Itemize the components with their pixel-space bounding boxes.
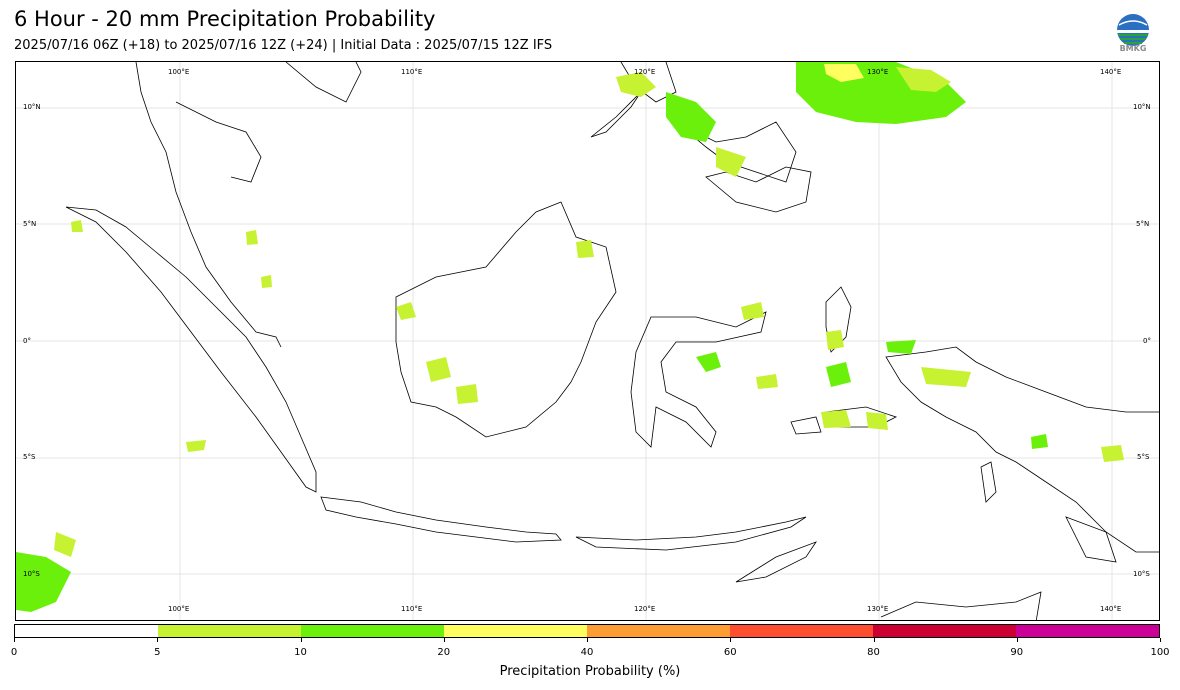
lon-label-130e-bottom: 130°E — [867, 605, 889, 613]
coast-indochina — [135, 62, 282, 348]
coast-sumatra — [65, 206, 317, 493]
precip-patch-papua-far-east — [1101, 445, 1124, 462]
precip-patch-borneo-south — [456, 384, 478, 404]
lat-label-5s-right: 5°S — [1137, 453, 1150, 461]
map-subtitle: 2025/07/16 06Z (+18) to 2025/07/16 12Z (… — [14, 38, 553, 53]
coast-australia — [880, 591, 1042, 620]
precip-patch-malaya — [246, 230, 258, 245]
colorbar-segment-6 — [873, 625, 1016, 637]
colorbar-tick-label-3: 20 — [437, 647, 451, 658]
coast-thailand-gulf — [175, 101, 262, 183]
colorbar-tickmark-4 — [587, 638, 588, 642]
coast-buru — [790, 416, 822, 435]
lon-label-100e-bottom: 100°E — [168, 605, 190, 613]
coast-png-south — [1065, 516, 1117, 563]
precip-patch-celebes-sea — [741, 302, 764, 320]
colorbar-segment-0 — [15, 625, 158, 637]
colorbar-segment-7 — [1016, 625, 1159, 637]
colorbar-tickmark-0 — [14, 638, 15, 642]
colorbar-tick-label-7: 90 — [1010, 647, 1024, 658]
colorbar-tickmark-6 — [873, 638, 875, 642]
lon-label-120e-bottom: 120°E — [634, 605, 656, 613]
colorbar-tick-label-8: 100 — [1150, 647, 1170, 658]
precip-patch-papua-bay — [921, 367, 971, 387]
coast-timor — [735, 541, 818, 583]
precip-patch-bintan — [186, 440, 206, 452]
colorbar-tick-label-1: 5 — [154, 647, 161, 658]
coast-new-guinea — [885, 346, 1159, 553]
precip-patch-papua-south — [1031, 434, 1048, 449]
precip-patch-papua-west — [886, 340, 916, 354]
precipitation-map: 100°E 110°E 120°E 130°E 140°E 100°E 110°… — [15, 61, 1160, 621]
graticule — [16, 62, 1159, 620]
precip-areas — [16, 62, 1124, 612]
precip-patch-seram — [821, 410, 851, 428]
coast-mindanao — [705, 166, 812, 213]
precip-patch-borneo-center — [426, 357, 451, 382]
coast-borneo — [395, 201, 617, 438]
colorbar-label: Precipitation Probability (%) — [499, 664, 681, 679]
bmkg-logo-icon — [1117, 14, 1149, 46]
precip-patch-philippines-east-yellow — [824, 64, 864, 82]
precip-patch-sulawesi — [696, 352, 721, 372]
lat-label-5n-left: 5°N — [23, 220, 37, 228]
lat-label-0-left: 0° — [23, 337, 31, 345]
lon-label-100e-top: 100°E — [168, 68, 190, 76]
precip-patch-seram-east — [866, 412, 888, 430]
colorbar-segment-4 — [587, 625, 730, 637]
lat-label-0-right: 0° — [1143, 337, 1151, 345]
colorbar-segment-5 — [730, 625, 873, 637]
colorbar-tickmark-7 — [1016, 638, 1018, 642]
colorbar-tickmark-5 — [730, 638, 732, 642]
precip-patch-mindanao — [716, 147, 746, 177]
colorbar-tickmark-8 — [1160, 638, 1161, 642]
map-canvas — [16, 62, 1159, 620]
lat-label-10n-left: 10°N — [23, 103, 41, 111]
coast-vietnam — [285, 62, 362, 103]
colorbar-tickmark-3 — [443, 638, 445, 642]
precip-patch-malaya-south — [261, 275, 272, 288]
precip-patch-luzon — [616, 72, 656, 97]
colorbar-tick-label-6: 80 — [867, 647, 880, 658]
colorbar-segment-1 — [158, 625, 301, 637]
colorbar-tickmark-1 — [157, 638, 159, 642]
colorbar-tick-label-0: 0 — [10, 647, 18, 658]
colorbar-tick-label-2: 10 — [294, 647, 307, 658]
precip-patch-sw-corner-light — [54, 532, 76, 557]
precip-patch-sumatra-north — [71, 220, 83, 232]
precip-patch-maluku-north — [826, 330, 844, 350]
precip-patch-sw-corner — [16, 552, 71, 612]
lon-label-130e-top: 130°E — [867, 68, 889, 76]
coast-palawan — [590, 91, 642, 138]
precip-patch-philippines — [666, 92, 716, 142]
colorbar — [14, 624, 1160, 638]
precip-patch-borneo-north — [576, 240, 594, 258]
precip-patch-borneo-west — [396, 302, 416, 320]
lat-label-10s-right: 10°S — [1133, 570, 1150, 578]
colorbar-tick-label-4: 40 — [580, 647, 594, 658]
lon-label-140e-top: 140°E — [1100, 68, 1122, 76]
lon-label-120e-top: 120°E — [634, 68, 656, 76]
lat-label-10s-left: 10°S — [23, 570, 40, 578]
coast-lesser-sunda — [575, 516, 807, 551]
lon-label-140e-bottom: 140°E — [1100, 605, 1122, 613]
colorbar-segment-2 — [301, 625, 444, 637]
colorbar-tickmark-2 — [300, 638, 302, 642]
lat-label-10n-right: 10°N — [1133, 103, 1151, 111]
precip-patch-banda — [756, 374, 778, 389]
lon-label-110e-top: 110°E — [401, 68, 423, 76]
precip-patch-maluku — [826, 362, 851, 387]
colorbar-tick-label-5: 60 — [723, 647, 737, 658]
precip-patch-philippines-east-light — [896, 67, 951, 92]
coast-aru — [980, 461, 997, 503]
coast-halmahera — [825, 286, 852, 353]
lon-label-110e-bottom: 110°E — [401, 605, 423, 613]
colorbar-segment-3 — [444, 625, 587, 637]
map-title: 6 Hour - 20 mm Precipitation Probability — [14, 7, 436, 31]
lat-label-5s-left: 5°S — [23, 453, 36, 461]
coast-sulawesi — [630, 311, 767, 448]
lat-label-5n-right: 5°N — [1136, 220, 1150, 228]
coast-java — [320, 496, 562, 543]
bmkg-logo-text: BMKG — [1119, 44, 1147, 53]
